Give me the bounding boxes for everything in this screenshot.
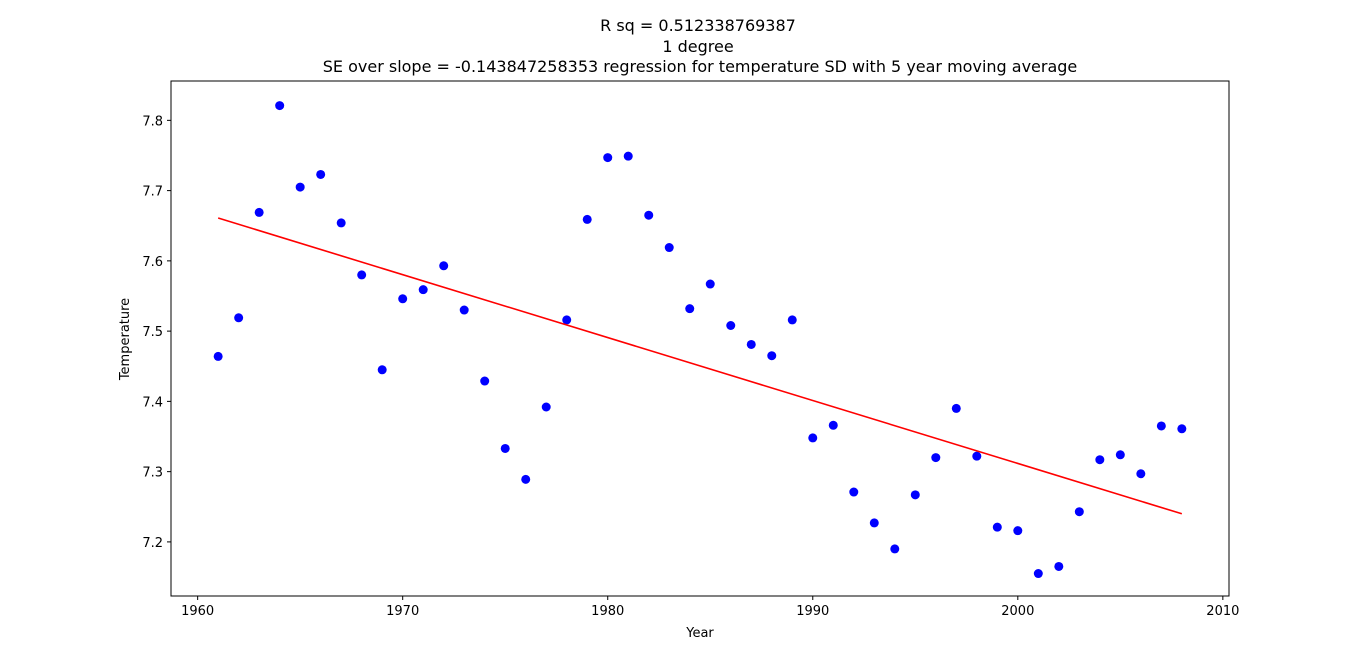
x-axis: 1960 1970 1980 1990 2000 2010 [181,596,1239,619]
x-tick-label: 1990 [796,604,829,619]
data-point [500,443,510,453]
x-tick-label: 2000 [1001,604,1034,619]
data-point [746,339,756,349]
x-tick-label: 1970 [386,604,419,619]
data-point [664,243,674,253]
data-point [213,351,223,361]
data-point [1177,424,1187,434]
y-tick-label: 7.5 [142,325,163,340]
data-point [910,490,920,500]
data-point [603,153,613,163]
data-point [336,218,346,228]
data-point [295,182,305,192]
data-point [869,518,879,528]
data-point [541,402,551,412]
chart-title: R sq = 0.512338769387 1 degree SE over s… [323,16,1078,76]
title-line-degree: 1 degree [662,37,733,56]
data-point [398,294,408,304]
data-point [1033,569,1043,579]
data-point [254,207,264,217]
x-tick-label: 1980 [591,604,624,619]
data-point [808,433,818,443]
data-point [480,376,490,386]
data-point [828,420,838,430]
title-line-se: SE over slope = -0.143847258353 regressi… [323,57,1078,76]
data-point [951,403,961,413]
x-tick-label: 1960 [181,604,214,619]
data-point [1054,561,1064,571]
data-point [849,487,859,497]
y-tick-label: 7.6 [142,255,163,270]
data-point [726,321,736,331]
data-point [931,453,941,463]
y-tick-label: 7.7 [142,185,163,200]
data-point [316,169,326,179]
y-tick-label: 7.4 [142,395,163,410]
x-tick-label: 2010 [1206,604,1239,619]
data-point [1156,421,1166,431]
x-axis-label: Year [685,626,714,641]
data-point [685,304,695,314]
data-point [275,101,285,111]
y-axis-label: Temperature [118,298,133,381]
y-axis: 7.2 7.3 7.4 7.5 7.6 7.7 7.8 [142,114,171,551]
data-point [377,365,387,375]
data-point [644,210,654,220]
data-point [972,451,982,461]
data-point [992,522,1002,532]
title-line-rsq: R sq = 0.512338769387 [600,16,796,35]
data-point [1074,507,1084,517]
data-point [767,351,777,361]
data-point [459,305,469,315]
series-layer [213,101,1187,579]
data-point [705,279,715,289]
data-point [357,270,367,280]
data-point [439,261,449,271]
data-point [1013,526,1023,536]
data-point [582,214,592,224]
data-point [1115,450,1125,460]
data-point [1136,469,1146,479]
data-point [418,285,428,295]
y-tick-label: 7.8 [142,114,163,129]
data-point [562,315,572,325]
data-point [521,474,531,484]
plot-area [170,80,1230,597]
data-point [234,313,244,323]
data-point [787,315,797,325]
data-point [623,151,633,161]
data-point [1095,455,1105,465]
y-tick-label: 7.2 [142,536,163,551]
regression-line [217,217,1183,515]
y-tick-label: 7.3 [142,466,163,481]
data-point [890,544,900,554]
